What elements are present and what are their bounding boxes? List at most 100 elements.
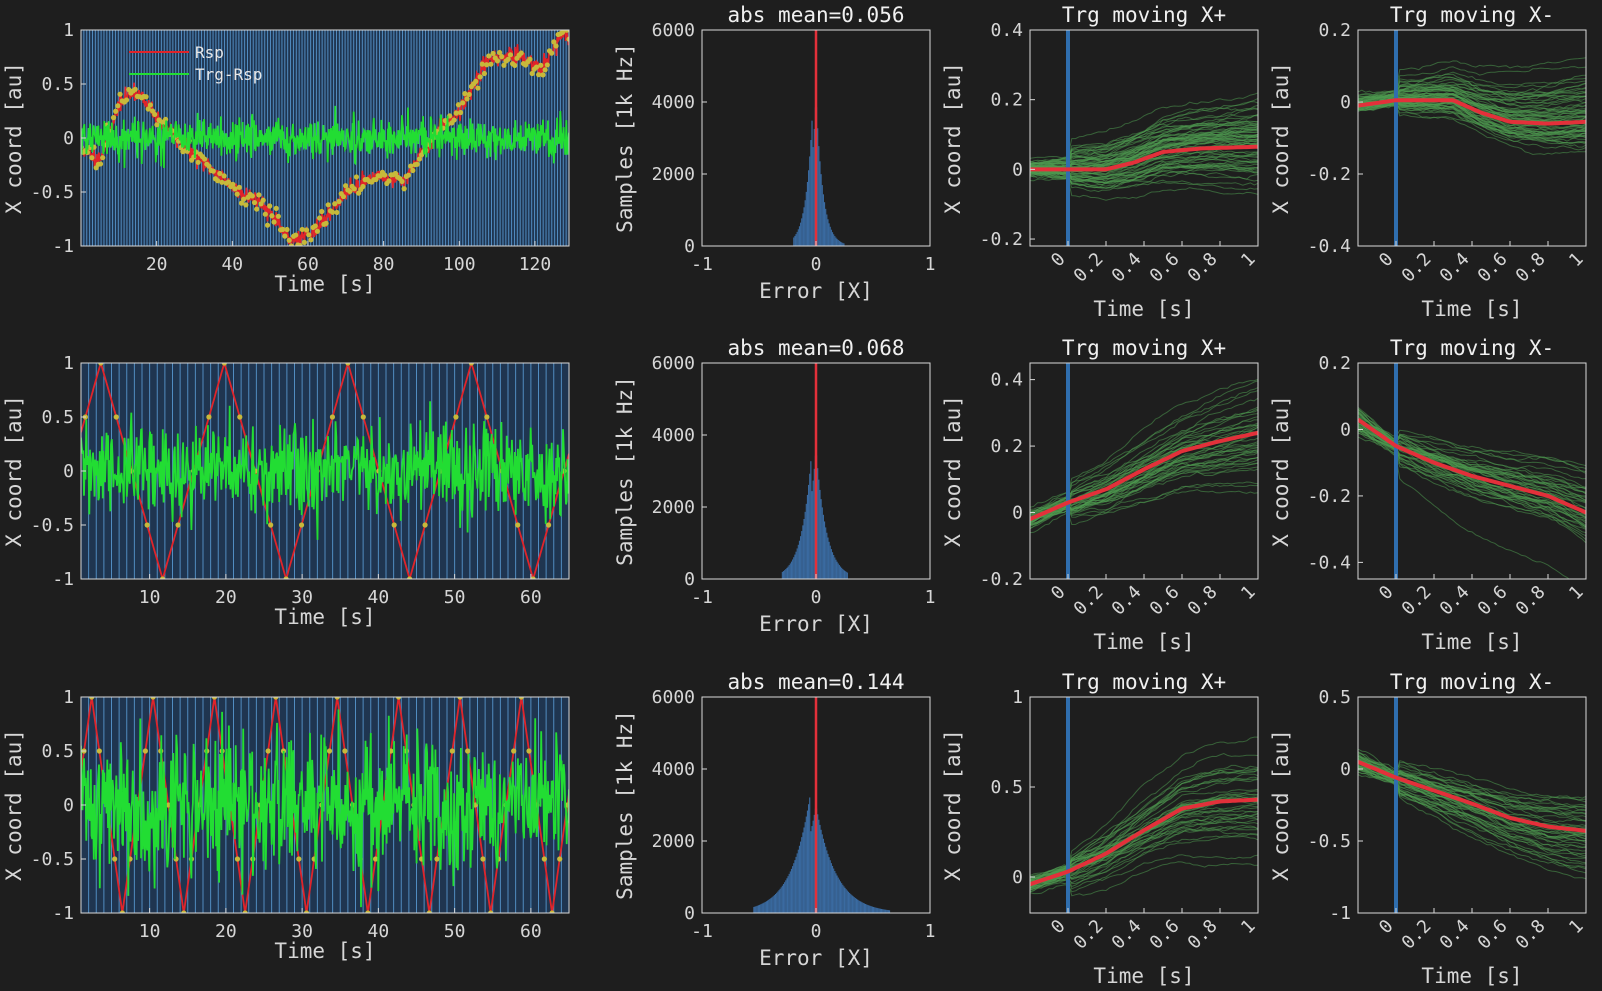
histogram-bar xyxy=(801,837,803,913)
rsp-marker xyxy=(356,190,362,196)
histogram-bar xyxy=(800,536,802,579)
rsp-marker xyxy=(206,414,212,420)
rsp-marker xyxy=(249,193,255,199)
y-tick-label: -0.2 xyxy=(1308,486,1351,507)
rsp-marker xyxy=(269,213,275,219)
histogram-bar xyxy=(841,883,843,913)
rsp-marker xyxy=(496,49,503,56)
rsp-marker xyxy=(512,62,518,69)
panel-title: Trg moving X- xyxy=(1390,336,1554,360)
rsp-marker xyxy=(407,576,413,579)
histogram-bar xyxy=(762,903,764,913)
histogram-bar xyxy=(784,882,786,913)
x-tick-label: -1 xyxy=(691,254,713,275)
rsp-marker xyxy=(211,697,218,700)
histogram-bar xyxy=(813,128,815,246)
rsp-marker xyxy=(365,910,371,913)
rsp-marker xyxy=(462,91,468,97)
y-tick-label: -0.4 xyxy=(1308,552,1351,573)
x-tick-label: 0 xyxy=(811,921,822,942)
rsp-marker xyxy=(296,856,302,862)
histogram-bar xyxy=(861,902,863,913)
y-tick-label: 1 xyxy=(63,20,74,41)
histogram-bar xyxy=(851,895,853,913)
x-tick-label: 0 xyxy=(811,587,822,608)
histogram-bar xyxy=(833,554,835,579)
mean-trace xyxy=(1358,417,1586,515)
histogram-bar xyxy=(785,880,787,913)
mean-trace xyxy=(1358,98,1586,126)
rsp-marker xyxy=(271,219,277,225)
y-tick-label: -0.2 xyxy=(980,229,1023,250)
histogram-bar xyxy=(857,899,859,913)
legend: Rsp Trg-Rsp xyxy=(129,43,262,84)
rsp-marker xyxy=(453,414,459,420)
histogram-bar xyxy=(798,845,801,913)
y-tick-label: -0.5 xyxy=(31,515,74,536)
x-tick-label: 50 xyxy=(444,587,466,608)
rsp-marker xyxy=(351,186,357,192)
x-axis-label: Error [X] xyxy=(759,279,873,303)
rsp-marker xyxy=(221,173,227,179)
rsp-marker xyxy=(538,62,544,68)
histogram-bar xyxy=(878,908,880,913)
histogram-bar xyxy=(883,909,885,913)
histogram-bar xyxy=(778,890,780,913)
rsp-marker xyxy=(219,179,225,185)
y-tick-label: 0.4 xyxy=(990,20,1023,41)
x-axis-label: Time [s] xyxy=(274,605,375,629)
rsp-marker xyxy=(457,109,464,116)
histogram-bar xyxy=(788,565,790,579)
x-tick-label: 30 xyxy=(291,587,313,608)
x-tick-label: 20 xyxy=(146,254,168,275)
histogram-bar xyxy=(845,889,847,913)
histogram-bar xyxy=(828,857,830,913)
rsp-marker xyxy=(332,201,338,207)
histogram-bar xyxy=(803,518,805,579)
rsp-marker xyxy=(325,202,331,208)
rsp-marker xyxy=(298,522,305,528)
rsp-marker xyxy=(526,748,532,754)
y-tick-label: 0 xyxy=(1012,159,1023,180)
rsp-marker xyxy=(112,856,118,862)
rsp-marker xyxy=(494,58,501,64)
x-tick-label: -1 xyxy=(691,921,713,942)
panel-r2_time: -1 -0.5 0 0.5 1 10 20 30 40 50 60 Time [s] X coord [… xyxy=(2,353,570,629)
rsp-marker xyxy=(123,97,130,103)
rsp-marker xyxy=(147,102,154,108)
histogram-bar xyxy=(785,569,787,579)
rsp-marker xyxy=(360,414,366,420)
rsp-marker xyxy=(347,188,353,195)
rsp-marker xyxy=(232,186,238,192)
y-tick-label: 0 xyxy=(1012,503,1023,524)
x-axis-label: Time [s] xyxy=(1421,964,1522,988)
plot-content xyxy=(753,697,891,913)
y-tick-label: -0.5 xyxy=(31,849,74,870)
rsp-marker xyxy=(483,62,490,68)
y-tick-label: 4000 xyxy=(652,425,695,446)
histogram-bar xyxy=(786,567,788,579)
histogram-bar xyxy=(837,877,839,913)
y-tick-label: 2000 xyxy=(652,164,695,185)
histogram-bar xyxy=(822,514,824,579)
rsp-marker xyxy=(505,56,511,62)
rsp-marker xyxy=(282,233,288,239)
histogram-bar xyxy=(868,905,870,913)
y-tick-label: 0 xyxy=(684,903,695,924)
histogram-bar xyxy=(850,894,852,913)
histogram-bar xyxy=(802,213,804,246)
histogram-bar xyxy=(834,557,836,579)
histogram-bar xyxy=(834,870,836,913)
histogram-bar xyxy=(825,208,827,246)
y-tick-label: 0 xyxy=(63,795,74,816)
histogram-bar xyxy=(805,503,807,579)
rsp-marker xyxy=(303,227,310,233)
histogram-bar xyxy=(862,902,864,913)
rsp-marker xyxy=(273,697,279,700)
histogram-bar xyxy=(777,891,779,913)
y-tick-label: 1 xyxy=(63,353,74,374)
y-tick-label: -1 xyxy=(52,903,74,924)
histogram-bar xyxy=(844,570,846,579)
histogram-bar xyxy=(849,892,851,913)
